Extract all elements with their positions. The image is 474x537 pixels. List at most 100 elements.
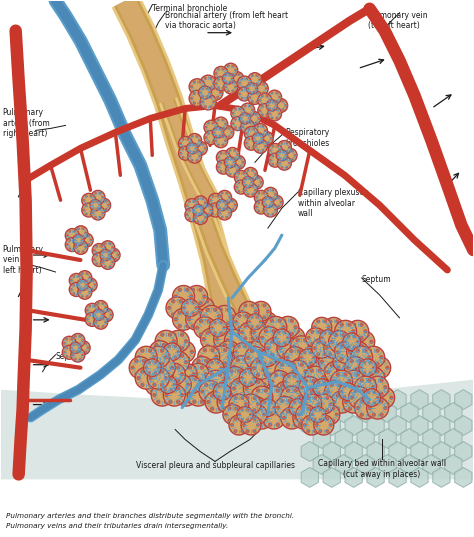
- Circle shape: [264, 187, 277, 201]
- Circle shape: [339, 357, 344, 361]
- Circle shape: [246, 114, 248, 116]
- Circle shape: [379, 376, 383, 380]
- Circle shape: [286, 402, 290, 406]
- Circle shape: [303, 336, 325, 358]
- Circle shape: [227, 166, 229, 169]
- Circle shape: [229, 164, 231, 168]
- Circle shape: [286, 336, 290, 339]
- Circle shape: [325, 429, 329, 433]
- Circle shape: [325, 396, 329, 400]
- Circle shape: [251, 83, 254, 85]
- Circle shape: [282, 395, 286, 400]
- Circle shape: [237, 345, 241, 349]
- Circle shape: [92, 209, 95, 212]
- Circle shape: [245, 387, 249, 391]
- Circle shape: [363, 367, 384, 389]
- Circle shape: [264, 423, 268, 427]
- Circle shape: [219, 128, 221, 130]
- Circle shape: [232, 73, 235, 76]
- Circle shape: [234, 204, 237, 207]
- Circle shape: [99, 317, 101, 320]
- Circle shape: [346, 321, 369, 342]
- Circle shape: [201, 151, 204, 154]
- Circle shape: [251, 301, 271, 321]
- Circle shape: [265, 316, 287, 338]
- Circle shape: [217, 384, 221, 388]
- Circle shape: [280, 376, 284, 380]
- Circle shape: [336, 392, 340, 396]
- Circle shape: [324, 386, 328, 390]
- Circle shape: [179, 146, 192, 160]
- Circle shape: [296, 404, 316, 425]
- Circle shape: [210, 372, 214, 377]
- Circle shape: [257, 83, 260, 86]
- Circle shape: [371, 385, 375, 389]
- Circle shape: [349, 359, 354, 363]
- Circle shape: [329, 423, 333, 427]
- Circle shape: [266, 325, 270, 330]
- Circle shape: [168, 400, 173, 404]
- Circle shape: [168, 379, 173, 383]
- Circle shape: [188, 400, 192, 404]
- Circle shape: [278, 346, 283, 351]
- Circle shape: [230, 386, 234, 390]
- Circle shape: [216, 389, 220, 394]
- Circle shape: [267, 366, 272, 371]
- Circle shape: [214, 77, 228, 91]
- Circle shape: [159, 376, 177, 394]
- Circle shape: [272, 155, 274, 157]
- Circle shape: [87, 346, 90, 349]
- Circle shape: [173, 294, 178, 299]
- Circle shape: [259, 399, 277, 416]
- Circle shape: [310, 355, 315, 360]
- Circle shape: [210, 407, 214, 411]
- Circle shape: [84, 231, 87, 234]
- Circle shape: [206, 95, 209, 98]
- Circle shape: [215, 128, 217, 130]
- Circle shape: [284, 336, 289, 340]
- Circle shape: [198, 301, 203, 306]
- Circle shape: [265, 205, 267, 207]
- Circle shape: [335, 331, 339, 336]
- Circle shape: [349, 381, 371, 403]
- Circle shape: [71, 347, 73, 349]
- Circle shape: [247, 128, 250, 130]
- Circle shape: [282, 362, 286, 367]
- Circle shape: [221, 325, 226, 330]
- Circle shape: [269, 108, 271, 110]
- Circle shape: [373, 387, 395, 409]
- Circle shape: [231, 106, 245, 120]
- Circle shape: [363, 346, 384, 368]
- Circle shape: [91, 212, 94, 214]
- Circle shape: [79, 280, 82, 282]
- Circle shape: [246, 86, 248, 89]
- Circle shape: [312, 317, 332, 337]
- Circle shape: [82, 209, 85, 212]
- Circle shape: [241, 97, 243, 100]
- Circle shape: [81, 280, 84, 284]
- Circle shape: [310, 407, 326, 423]
- Circle shape: [213, 383, 231, 401]
- Circle shape: [99, 310, 101, 313]
- Circle shape: [217, 119, 220, 121]
- Circle shape: [147, 367, 169, 389]
- Circle shape: [82, 354, 84, 357]
- Circle shape: [192, 366, 197, 370]
- Circle shape: [268, 373, 272, 377]
- Circle shape: [329, 364, 334, 368]
- Circle shape: [212, 121, 215, 125]
- Circle shape: [104, 242, 107, 245]
- Circle shape: [86, 280, 89, 284]
- Circle shape: [341, 330, 345, 334]
- Circle shape: [225, 161, 227, 163]
- Circle shape: [262, 197, 273, 208]
- Circle shape: [240, 376, 244, 380]
- Circle shape: [328, 340, 332, 344]
- Circle shape: [226, 207, 228, 210]
- Circle shape: [215, 139, 217, 142]
- Circle shape: [239, 165, 242, 168]
- Circle shape: [288, 342, 292, 347]
- Circle shape: [317, 391, 320, 395]
- Circle shape: [199, 203, 213, 217]
- Circle shape: [354, 389, 358, 393]
